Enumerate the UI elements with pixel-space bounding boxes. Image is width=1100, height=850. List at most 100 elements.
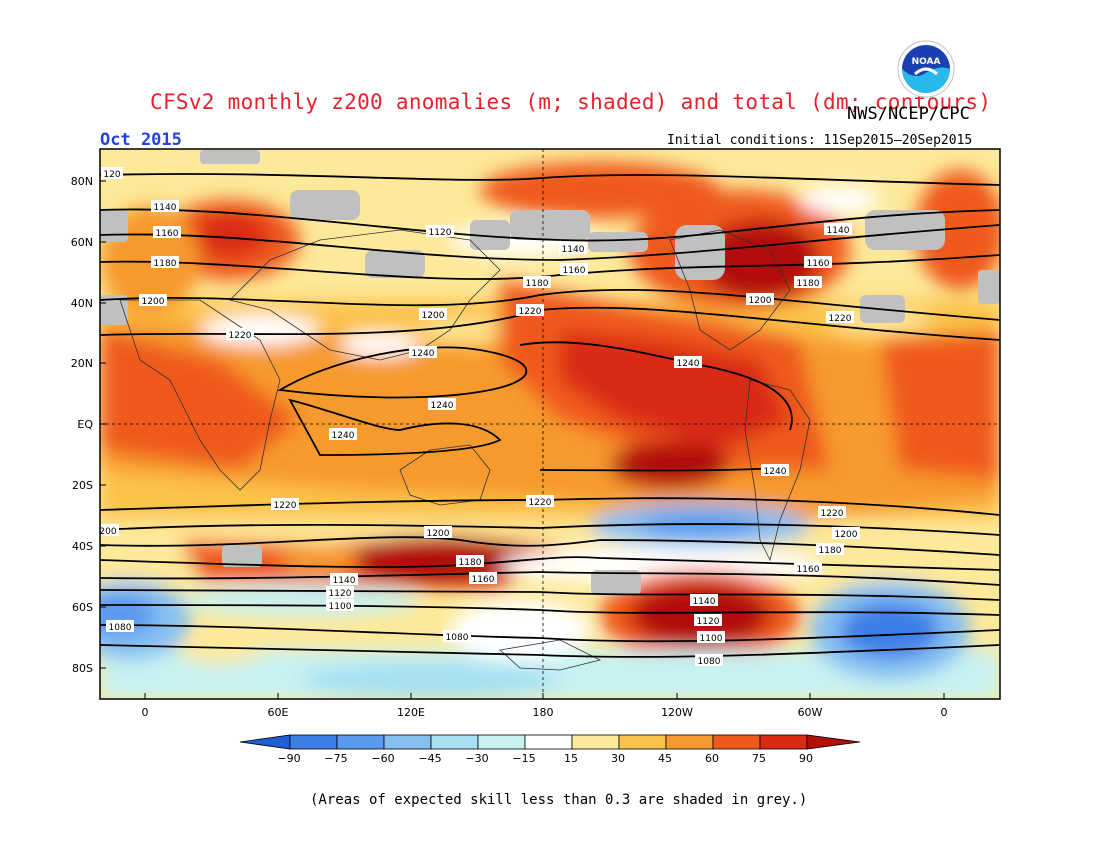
contour-label-bg	[832, 527, 860, 539]
contour-label: 1140	[693, 597, 716, 607]
contour-label: 1120	[697, 617, 720, 627]
contour-label: 1120	[329, 589, 352, 599]
contour-label-bg	[443, 630, 471, 642]
contour-label: 1180	[526, 279, 549, 289]
contour-label: 1220	[519, 307, 542, 317]
lat-tick-label: 20S	[72, 479, 93, 492]
colorbar-segment	[477, 734, 526, 750]
anomaly-shading	[100, 149, 1000, 699]
colorbar-right-arrow	[806, 734, 861, 750]
colorbar-label: 60	[705, 752, 719, 765]
contour-label-bg	[226, 328, 254, 340]
contour-label-bg	[824, 223, 852, 235]
contour-label-bg	[456, 555, 484, 567]
contour-label: 1220	[529, 498, 552, 508]
lon-tick-label: 60W	[798, 706, 823, 719]
coastlines	[119, 229, 811, 671]
contour-label-bg	[674, 356, 702, 368]
contour-label-bg	[690, 594, 718, 606]
contour-label-bg	[419, 308, 447, 320]
lat-tick-label: EQ	[77, 418, 93, 431]
lon-tick-label: 0	[142, 706, 149, 719]
colorbar-segment	[430, 734, 479, 750]
contour-label-bg	[151, 200, 179, 212]
contour-label: 1180	[819, 546, 842, 556]
contour-label-bg	[426, 225, 454, 237]
skill-footnote: (Areas of expected skill less than 0.3 a…	[310, 792, 808, 808]
colorbar-label: 45	[658, 752, 672, 765]
contour-label: 1180	[797, 279, 820, 289]
contour-label-bg	[329, 428, 357, 440]
contour-label-bg	[326, 599, 354, 611]
contour-label-bg	[139, 294, 167, 306]
latitude-axis: 80N 60N 40N 20N EQ 20S 40S 60S 80S	[71, 175, 106, 675]
contour-label: 1240	[764, 467, 787, 477]
contour-label-bg	[106, 620, 134, 632]
colorbar: −90 −75 −60 −45 −30 −15 15 30 45 60 75 90	[239, 734, 861, 765]
lat-tick-label: 60N	[71, 236, 93, 249]
chart-title: CFSv2 monthly z200 anomalies (m; shaded)…	[150, 90, 992, 114]
contour-label: 1200	[835, 530, 858, 540]
contour-label: 1200	[427, 529, 450, 539]
contour-label: 1100	[700, 634, 723, 644]
colorbar-left-arrow	[239, 734, 291, 750]
contour-label: 1120	[429, 228, 452, 238]
contour-label-bg	[694, 614, 722, 626]
colorbar-label: −90	[277, 752, 300, 765]
contour-label-bg	[826, 311, 854, 323]
lon-tick-label: 0	[941, 706, 948, 719]
colorbar-label: 75	[752, 752, 766, 765]
contour-label: 1240	[431, 401, 454, 411]
colorbar-label: 30	[611, 752, 625, 765]
contour-label-bg	[559, 242, 587, 254]
contour-label-bg	[153, 226, 181, 238]
contour-label: 1080	[698, 657, 721, 667]
colorbar-label: −75	[324, 752, 347, 765]
contour-label-bg	[469, 572, 497, 584]
contour-label-bg	[330, 573, 358, 585]
logo-text: NOAA	[912, 57, 941, 67]
contour-label-group: 120 1140 1160 1180 1200 1220 1120 1140 1160 1180 1…	[97, 167, 860, 667]
contour-label: 1140	[154, 203, 177, 213]
colorbar-label: 90	[799, 752, 813, 765]
contour-label: 1200	[142, 297, 165, 307]
colorbar-segment	[289, 734, 338, 750]
contour-label-bg	[804, 256, 832, 268]
contour-label: 1180	[154, 259, 177, 269]
lon-tick-label: 60E	[268, 706, 289, 719]
contour-label-bg	[746, 293, 774, 305]
contour-label-bg	[97, 524, 119, 536]
contour-label-bg	[326, 586, 354, 598]
contour-label: 1160	[807, 259, 830, 269]
contour-label-bg	[424, 526, 452, 538]
contour-label: 1140	[827, 226, 850, 236]
colorbar-segment	[571, 734, 620, 750]
lat-tick-label: 60S	[72, 601, 93, 614]
contour-label: 1080	[109, 623, 132, 633]
contour-label-bg	[523, 276, 551, 288]
initial-conditions: Initial conditions: 11Sep2015–20Sep2015	[667, 133, 973, 148]
contour-label-bg	[151, 256, 179, 268]
colorbar-segment	[759, 734, 808, 750]
lat-tick-label: 20N	[71, 357, 93, 370]
lat-tick-label: 80S	[72, 662, 93, 675]
longitude-axis: 0 60E 120E 180 120W 60W 0	[142, 693, 948, 719]
colorbar-label: −30	[465, 752, 488, 765]
noaa-logo-icon: NOAA	[897, 40, 955, 98]
contour-label: 1200	[422, 311, 445, 321]
contour-label: 1180	[459, 558, 482, 568]
contour-label-bg	[816, 543, 844, 555]
contour-label: 1160	[563, 266, 586, 276]
contour-label-bg	[818, 506, 846, 518]
contour-label: 1220	[229, 331, 252, 341]
contour-label: 1140	[333, 576, 356, 586]
contour-label: 1240	[332, 431, 355, 441]
contour-label-bg	[761, 464, 789, 476]
lon-tick-label: 120W	[661, 706, 693, 719]
colorbar-segment	[618, 734, 667, 750]
contour-label: 1100	[329, 602, 352, 612]
contour-label-bg	[516, 304, 544, 316]
contour-label-bg	[526, 495, 554, 507]
contour-label-bg	[697, 631, 725, 643]
